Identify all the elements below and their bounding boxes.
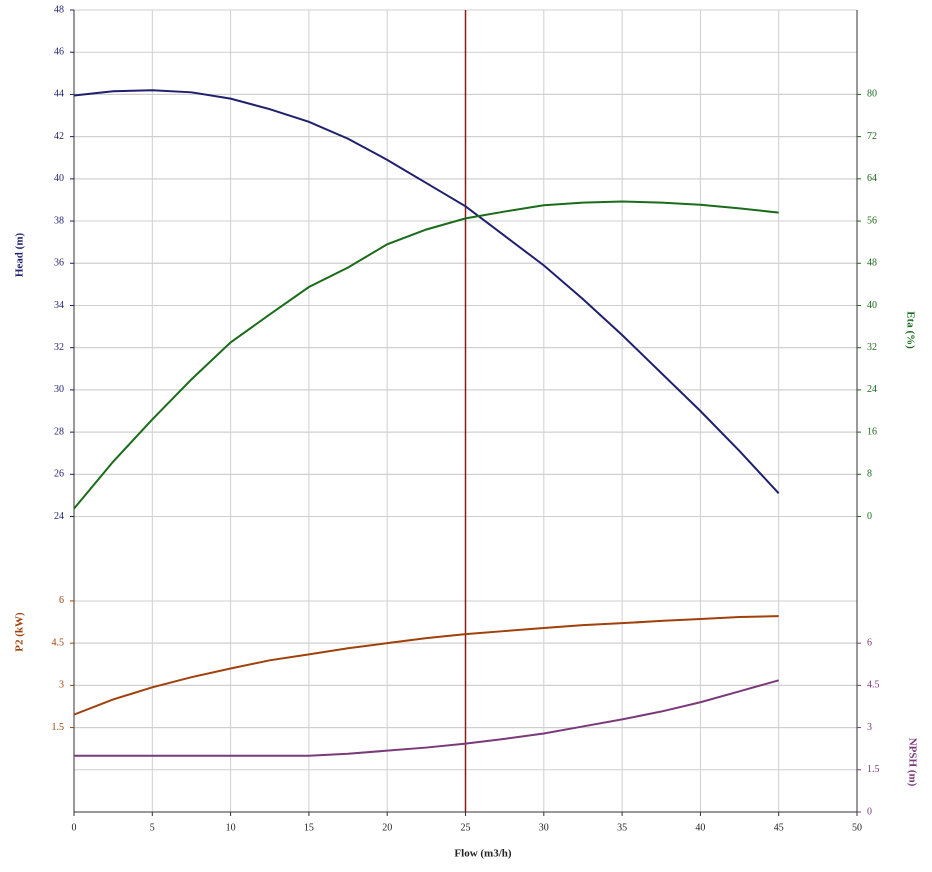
- y-tick-label: 48: [54, 4, 64, 15]
- y-tick-label: 46: [54, 47, 64, 58]
- x-tick-label: 40: [695, 822, 705, 833]
- y2-tick-label: 8: [867, 469, 872, 480]
- y-tick-label: 30: [54, 384, 64, 395]
- series-line: [73, 615, 779, 716]
- y4-tick-label: 1.5: [867, 764, 880, 775]
- x-tick-label: 5: [150, 822, 155, 833]
- x-tick-label: 10: [226, 822, 236, 833]
- y2-tick-label: 64: [867, 173, 877, 184]
- y3-tick-label: 4.5: [52, 637, 65, 648]
- y3-tick-label: 6: [59, 595, 64, 606]
- y4-tick-label: 4.5: [867, 680, 880, 691]
- y4-axis-title: NPSH (m): [906, 738, 918, 787]
- y2-tick-label: 32: [867, 342, 877, 353]
- y2-tick-label: 24: [867, 384, 877, 395]
- y2-tick-label: 0: [867, 511, 872, 522]
- x-tick-label: 30: [539, 822, 549, 833]
- y-tick-label: 44: [54, 89, 64, 100]
- x-tick-label: 35: [617, 822, 627, 833]
- y-tick-label: 34: [54, 300, 64, 311]
- y-axis-title: Head (m): [14, 233, 26, 278]
- x-tick-label: 50: [852, 822, 862, 833]
- series-line: [74, 679, 779, 757]
- y2-tick-label: 40: [867, 300, 877, 311]
- y-tick-label: 40: [54, 173, 64, 184]
- y-tick-label: 36: [54, 258, 64, 269]
- y-tick-label: 26: [54, 469, 64, 480]
- y4-tick-label: 0: [867, 806, 872, 817]
- y2-tick-label: 80: [867, 89, 877, 100]
- series-line: [73, 200, 779, 510]
- y-tick-label: 24: [54, 511, 64, 522]
- y2-tick-label: 48: [867, 258, 877, 269]
- y-tick-label: 28: [54, 426, 64, 437]
- series-line: [73, 89, 780, 494]
- y-tick-label: 42: [54, 131, 64, 142]
- y2-axis-title: Eta (%): [904, 311, 916, 349]
- y-tick-label: 32: [54, 342, 64, 353]
- x-tick-label: 45: [774, 822, 784, 833]
- y2-tick-label: 72: [867, 131, 877, 142]
- x-tick-label: 20: [382, 822, 392, 833]
- y4-tick-label: 6: [867, 637, 872, 648]
- y3-tick-label: 1.5: [52, 722, 65, 733]
- y-tick-label: 38: [54, 215, 64, 226]
- y2-tick-label: 16: [867, 426, 877, 437]
- x-tick-label: 0: [72, 822, 77, 833]
- x-axis-title: Flow (m3/h): [454, 848, 511, 860]
- y2-tick-label: 56: [867, 215, 877, 226]
- x-tick-label: 25: [461, 822, 471, 833]
- y4-tick-label: 3: [867, 722, 872, 733]
- y3-axis-title: P2 (kW): [14, 612, 26, 652]
- x-tick-label: 15: [304, 822, 314, 833]
- y3-tick-label: 3: [59, 680, 64, 691]
